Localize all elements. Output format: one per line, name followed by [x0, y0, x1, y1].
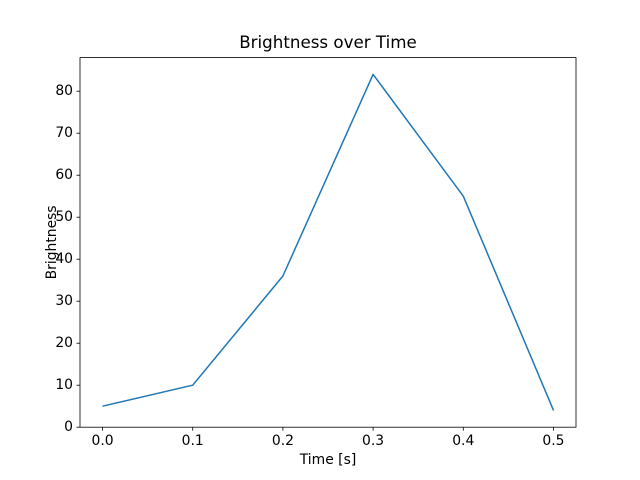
y-axis-label: Brightness: [44, 205, 60, 279]
y-tick-label: 0: [64, 419, 73, 435]
y-tick-label: 10: [55, 377, 73, 393]
x-axis-ticks: 0.0 0.1 0.2 0.3 0.4 0.5: [91, 427, 565, 449]
x-tick-label: 0.1: [182, 433, 204, 449]
x-tick-label: 0.2: [272, 433, 294, 449]
y-tick-label: 50: [55, 209, 73, 225]
x-tick-label: 0.5: [542, 433, 564, 449]
y-tick-label: 80: [55, 83, 73, 99]
y-tick-label: 70: [55, 125, 73, 141]
y-tick-label: 20: [55, 335, 73, 351]
plot-border: [79, 57, 577, 428]
y-tick-label: 40: [55, 251, 73, 267]
y-tick-label: 60: [55, 167, 73, 183]
x-axis-label: Time [s]: [299, 452, 357, 468]
y-axis-ticks: 0 10 20 30 40 50 60 70 80: [55, 83, 80, 435]
x-tick-label: 0.3: [362, 433, 384, 449]
x-tick-label: 0.4: [452, 433, 474, 449]
line-series: [102, 73, 555, 411]
x-tick-label: 0.0: [91, 433, 113, 449]
y-tick-label: 30: [55, 293, 73, 309]
chart-title: Brightness over Time: [239, 32, 417, 52]
